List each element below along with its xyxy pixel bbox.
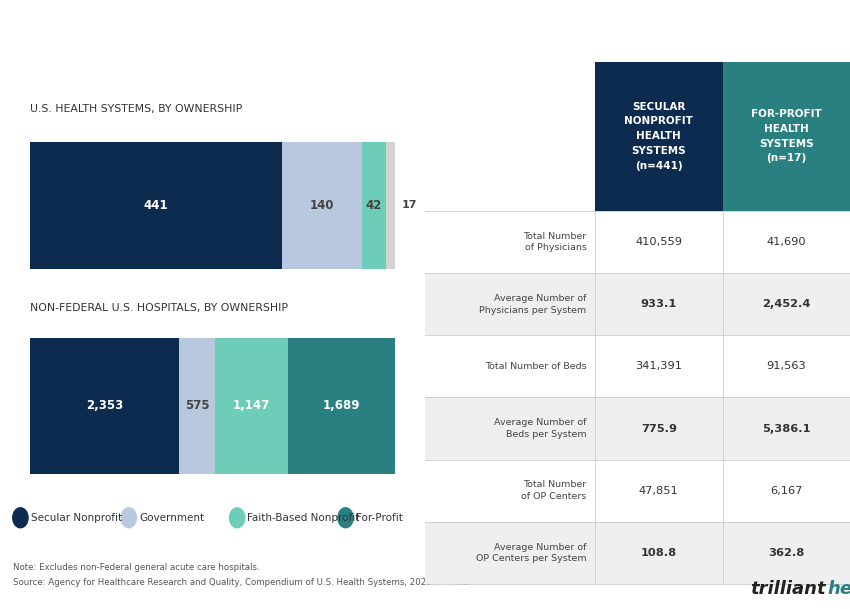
Text: Secular Nonprofit: Secular Nonprofit [31,513,122,523]
Text: NON-FEDERAL U.S. HOSPITALS, BY OWNERSHIP: NON-FEDERAL U.S. HOSPITALS, BY OWNERSHIP [30,303,288,312]
Circle shape [13,508,28,528]
Text: SECULAR
NONPROFIT
HEALTH
SYSTEMS
(n=441): SECULAR NONPROFIT HEALTH SYSTEMS (n=441) [624,102,694,171]
Text: 108.8: 108.8 [641,548,677,558]
Circle shape [230,508,245,528]
Text: Source: Agency for Healthcare Research and Quality, Compendium of U.S. Health Sy: Source: Agency for Healthcare Research a… [13,578,468,587]
Text: FOR-PROFIT
HEALTH
SYSTEMS
(n=17): FOR-PROFIT HEALTH SYSTEMS (n=17) [751,109,822,163]
Bar [425,336,850,398]
Text: 2,452.4: 2,452.4 [762,299,810,309]
Text: 2,353: 2,353 [86,400,123,412]
Bar [595,62,722,211]
Bar [386,142,395,269]
Circle shape [122,508,137,528]
Text: Note: Excludes non-Federal general acute care hospitals.: Note: Excludes non-Federal general acute… [13,563,259,572]
Text: Total Number
of Physicians: Total Number of Physicians [524,231,586,252]
Text: U.S. HEALTH SYSTEMS, BY OWNERSHIP: U.S. HEALTH SYSTEMS, BY OWNERSHIP [30,104,242,113]
Text: 47,851: 47,851 [639,486,678,496]
Text: 17: 17 [402,200,417,210]
Text: Average Number of
Physicians per System: Average Number of Physicians per System [479,294,586,315]
Text: 42: 42 [366,199,382,212]
Circle shape [338,508,354,528]
Text: 41,690: 41,690 [767,237,806,247]
Bar [288,338,395,474]
Text: 5,386.1: 5,386.1 [762,424,811,434]
Text: trilliant: trilliant [751,580,826,598]
Bar [425,211,850,273]
Text: 575: 575 [184,400,209,412]
Bar [425,460,850,522]
Text: 6,167: 6,167 [770,486,802,496]
Bar [722,62,850,211]
Text: Total Number
of OP Centers: Total Number of OP Centers [521,481,586,501]
Text: 410,559: 410,559 [635,237,683,247]
Text: 933.1: 933.1 [641,299,677,309]
Bar [281,142,361,269]
Text: CHARACTERISTICS OF U.S. NONPROFIT AND FOR-PROFIT HEALTH SYSTEMS, 2022: CHARACTERISTICS OF U.S. NONPROFIT AND FO… [83,21,631,35]
Text: 341,391: 341,391 [635,361,683,371]
Text: 91,563: 91,563 [767,361,806,371]
Text: 775.9: 775.9 [641,424,677,434]
Bar [30,338,179,474]
Text: Total Number of Beds: Total Number of Beds [484,362,586,371]
Text: 140: 140 [309,199,334,212]
Bar [361,142,386,269]
Text: Average Number of
OP Centers per System: Average Number of OP Centers per System [476,543,586,563]
Bar [30,142,281,269]
Bar [425,273,850,336]
Text: Faith-Based Nonprofit: Faith-Based Nonprofit [247,513,360,523]
Text: 441: 441 [144,199,168,212]
Text: 362.8: 362.8 [768,548,804,558]
Text: Government: Government [139,513,204,523]
Text: For-Profit: For-Profit [355,513,403,523]
Bar [215,338,288,474]
Bar [425,398,850,460]
Text: Average Number of
Beds per System: Average Number of Beds per System [494,418,586,439]
Text: 1,689: 1,689 [323,400,360,412]
Text: health: health [828,580,850,598]
Text: 1,147: 1,147 [233,400,270,412]
Bar [179,338,215,474]
Text: FIGURE 1.: FIGURE 1. [15,21,89,35]
Bar [425,522,850,584]
